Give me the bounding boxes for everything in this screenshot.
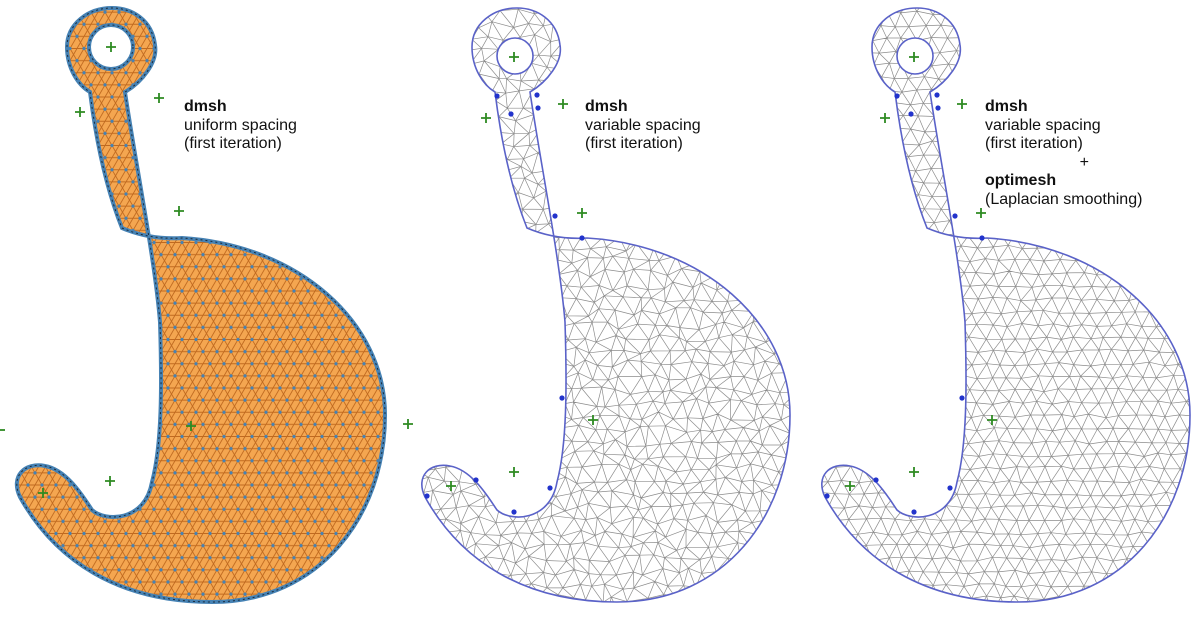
variable-mesh-lines (421, 8, 790, 602)
caption-plus: + (1079, 153, 1089, 171)
eye-hole-variable (496, 37, 534, 75)
caption-line-2: (first iteration) (985, 135, 1083, 152)
caption-line-1: uniform spacing (184, 116, 297, 134)
caption-variable-spacing: dmsh variable spacing (first iteration) (585, 98, 701, 154)
panel-laplacian-smoothing (821, 7, 1191, 603)
caption-line-3: (Laplacian smoothing) (985, 190, 1143, 208)
caption-title: dmsh (184, 98, 227, 115)
center-markers-variable (446, 52, 598, 491)
caption-title: dmsh (985, 98, 1028, 115)
mesh-triangle-edges (821, 8, 1190, 602)
boundary-points-smoothed (824, 92, 985, 515)
panel-uniform-spacing (0, 6, 413, 604)
eye-hole-smoothed (896, 37, 934, 75)
caption-title: dmsh (585, 98, 628, 115)
center-markers-uniform (0, 42, 413, 498)
caption-line-2: (first iteration) (184, 135, 282, 152)
eye-hole-nodes (88, 24, 134, 70)
caption-line-1: variable spacing (585, 116, 701, 134)
mesh-triangle-edges (421, 8, 790, 602)
caption-title-2: optimesh (985, 172, 1057, 189)
caption-line-1: variable spacing (985, 116, 1101, 134)
caption-uniform-spacing: dmsh uniform spacing (first iteration) (184, 98, 297, 154)
boundary-points-variable (424, 92, 585, 515)
center-markers-smoothed (845, 52, 997, 491)
caption-line-2: (first iteration) (585, 135, 683, 152)
panel-variable-spacing (421, 7, 791, 603)
caption-laplacian-smoothing: dmsh variable spacing (first iteration) … (985, 98, 1142, 209)
smoothed-mesh-lines (821, 8, 1190, 602)
